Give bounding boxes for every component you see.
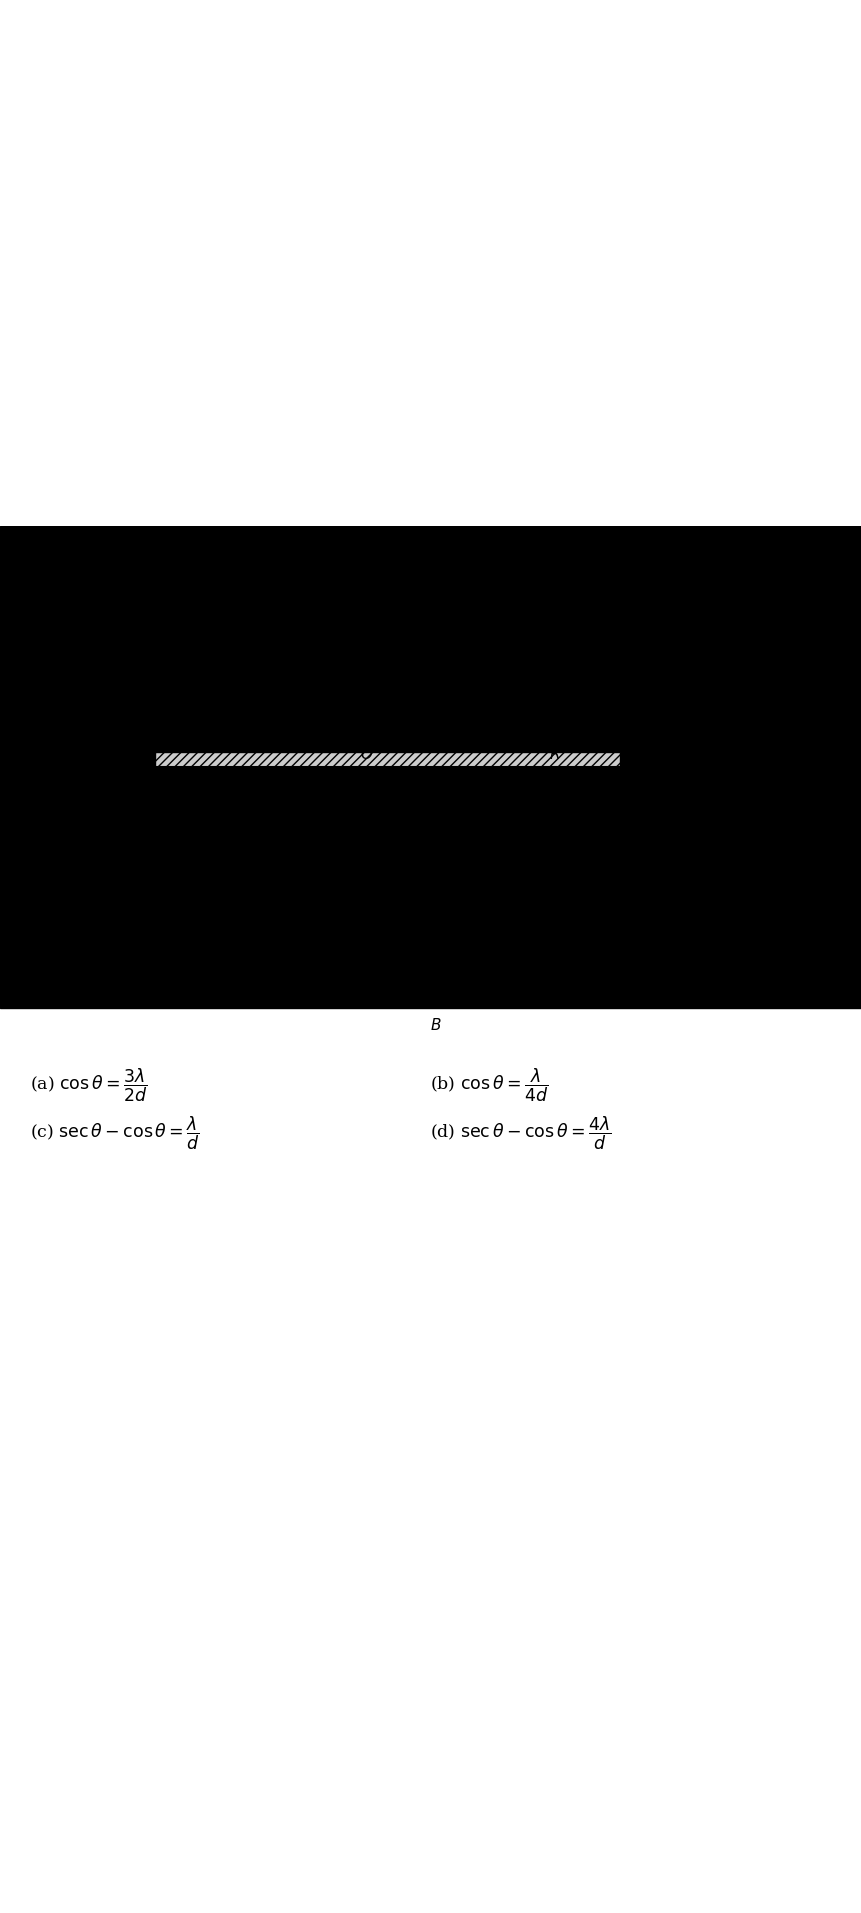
Text: (c) $\sec\theta - \cos\theta = \dfrac{\lambda}{d}$: (c) $\sec\theta - \cos\theta = \dfrac{\l… xyxy=(30,1113,200,1152)
Bar xyxy=(0,526,861,1008)
Text: $A$: $A$ xyxy=(150,884,162,899)
Text: $\theta$: $\theta$ xyxy=(319,807,330,823)
Text: $P$: $P$ xyxy=(525,893,536,911)
Text: $B$: $B$ xyxy=(430,1018,442,1033)
Text: $R$: $R$ xyxy=(549,746,561,761)
Text: $\mathbf{(2003)}$: $\mathbf{(2003)}$ xyxy=(789,620,848,637)
Text: (b) $\cos\theta = \dfrac{\lambda}{4d}$: (b) $\cos\theta = \dfrac{\lambda}{4d}$ xyxy=(430,1067,548,1104)
Text: . In the adjacent diagram, $CP$ represents a wavefront and $AO$: . In the adjacent diagram, $CP$ represen… xyxy=(13,547,508,568)
Text: (a) $\cos\theta = \dfrac{3\lambda}{2d}$: (a) $\cos\theta = \dfrac{3\lambda}{2d}$ xyxy=(30,1067,148,1104)
Text: $\theta$: $\theta$ xyxy=(378,803,388,819)
Bar xyxy=(155,752,620,767)
Text: for constructive interference at $P$ between the ray $BP$ and: for constructive interference at $P$ bet… xyxy=(13,595,482,616)
Text: and $BP$, the corresponding two rays. Find the condition of $\theta$: and $BP$, the corresponding two rays. Fi… xyxy=(13,572,499,593)
Text: $d$: $d$ xyxy=(575,828,587,844)
Text: (d) $\sec\theta - \cos\theta = \dfrac{4\lambda}{d}$: (d) $\sec\theta - \cos\theta = \dfrac{4\… xyxy=(430,1113,612,1152)
Text: $C$: $C$ xyxy=(230,807,243,823)
Text: reflected ray $OP$: reflected ray $OP$ xyxy=(13,620,146,641)
Text: $O$: $O$ xyxy=(360,746,374,761)
